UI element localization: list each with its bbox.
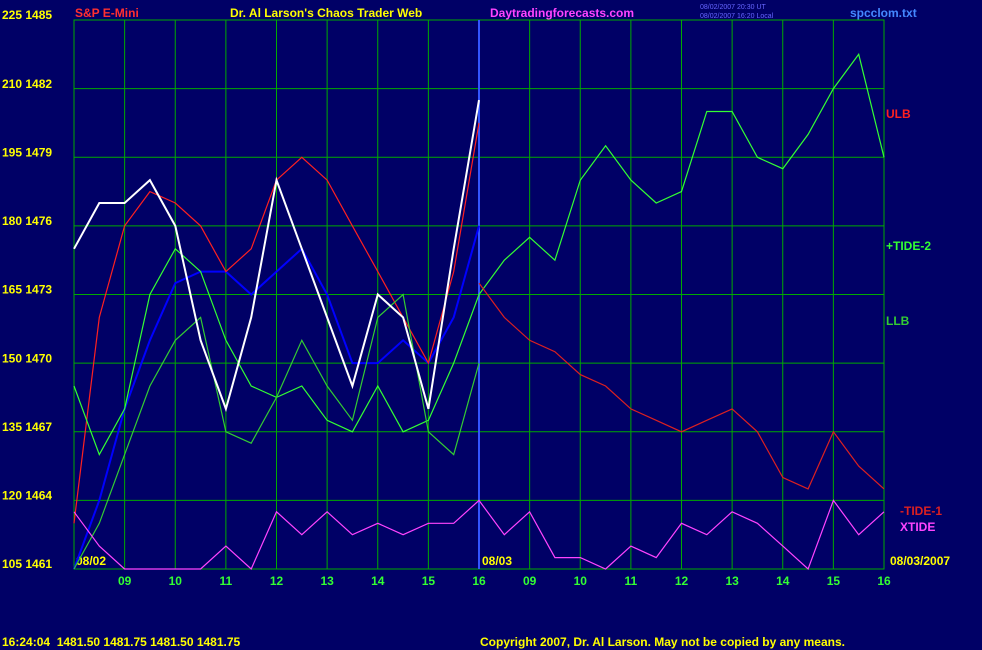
instrument: S&P E-Mini <box>75 6 139 20</box>
x-tick-label: 16 <box>877 574 891 588</box>
y-tick-label: 120 1464 <box>2 489 52 503</box>
series-line <box>73 99 480 413</box>
legend-label: ULB <box>886 107 911 121</box>
x-tick-label: 14 <box>776 574 790 588</box>
date-label: 08/02 <box>76 554 106 568</box>
y-tick-label: 105 1461 <box>2 557 52 571</box>
y-tick-label: 135 1467 <box>2 420 52 434</box>
legend-label: LLB <box>886 314 910 328</box>
series-line <box>73 52 885 457</box>
quote: 16:24:04 1481.50 1481.75 1481.50 1481.75 <box>2 635 241 649</box>
legend-label: -TIDE-1 <box>900 504 942 518</box>
website: Daytradingforecasts.com <box>490 6 634 20</box>
y-tick-label: 150 1470 <box>2 351 52 365</box>
x-tick-label: 15 <box>827 574 841 588</box>
x-tick-label: 12 <box>270 574 284 588</box>
x-tick-label: 10 <box>574 574 588 588</box>
y-tick-label: 180 1476 <box>2 214 52 228</box>
x-tick-label: 11 <box>220 574 233 588</box>
date-label: 08/03/2007 <box>890 554 950 568</box>
x-tick-label: 12 <box>675 574 689 588</box>
y-tick-label: 195 1479 <box>2 145 52 159</box>
x-tick-label: 13 <box>725 574 739 588</box>
x-tick-label: 14 <box>371 574 385 588</box>
timestamp: 08/02/2007 16:20 Local <box>700 13 774 20</box>
x-tick-label: 11 <box>625 574 638 588</box>
x-tick-label: 10 <box>169 574 183 588</box>
x-tick-label: 09 <box>118 574 132 588</box>
series-line <box>73 293 480 570</box>
timestamp: 08/02/2007 20:30 UT <box>700 4 766 11</box>
x-tick-label: 13 <box>320 574 334 588</box>
chart-title: Dr. Al Larson's Chaos Trader Web <box>230 6 422 20</box>
series-line <box>73 499 885 571</box>
y-tick-label: 165 1473 <box>2 283 52 297</box>
x-tick-label: 15 <box>422 574 436 588</box>
y-tick-label: 210 1482 <box>2 77 52 91</box>
date-label: 08/03 <box>482 554 512 568</box>
x-tick-label: 09 <box>523 574 537 588</box>
series-line <box>478 282 885 490</box>
legend-label: +TIDE-2 <box>886 239 931 253</box>
copyright: Copyright 2007, Dr. Al Larson. May not b… <box>480 635 845 649</box>
legend-label: XTIDE <box>900 520 935 534</box>
x-tick-label: 16 <box>472 574 486 588</box>
file-name: spcclom.txt <box>850 6 917 20</box>
y-tick-label: 225 1485 <box>2 8 52 22</box>
